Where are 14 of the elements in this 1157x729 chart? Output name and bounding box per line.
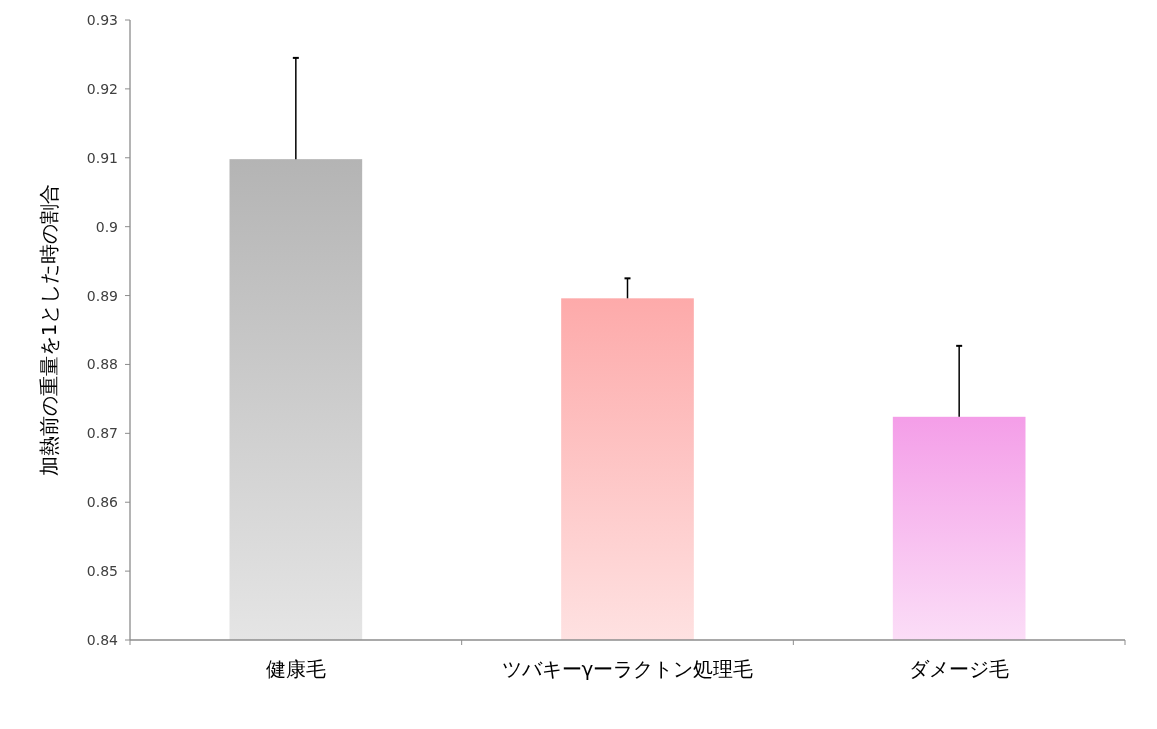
x-tick-label: ツバキーγーラクトン処理毛 [501, 657, 754, 681]
y-tick-label: 0.89 [86, 287, 118, 304]
y-tick-label: 0.86 [86, 494, 119, 511]
y-tick-label: 0.93 [86, 12, 118, 28]
y-tick-label: 0.84 [86, 632, 119, 648]
y-tick-label: 0.92 [86, 80, 118, 97]
y-tick-label: 0.87 [86, 425, 118, 442]
y-tick-label: 0.85 [86, 563, 118, 580]
y-tick-label: 0.9 [95, 218, 118, 235]
x-tick-label: 健康毛 [265, 657, 326, 681]
y-tick-label: 0.88 [86, 356, 118, 373]
x-tick-label: ダメージ毛 [909, 657, 1010, 681]
y-axis-title: 加熱前の重量を1とした時の割合 [37, 183, 61, 477]
y-tick-label: 0.91 [86, 149, 118, 166]
